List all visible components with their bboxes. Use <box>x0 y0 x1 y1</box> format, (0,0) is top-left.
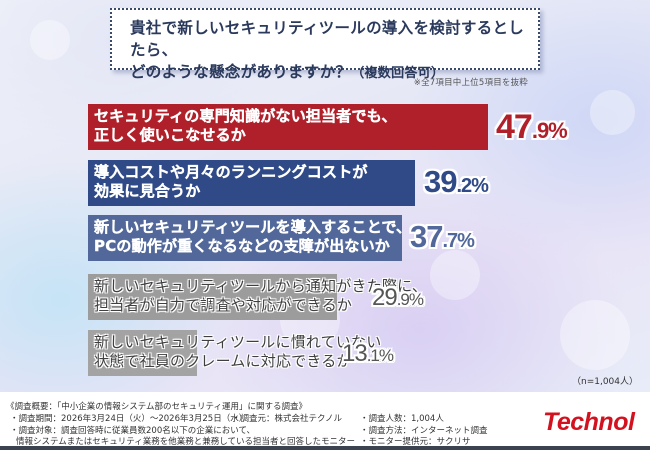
bokeh-decoration <box>30 20 70 60</box>
sample-size-note: （n=1,004人） <box>571 377 638 387</box>
bar-label: 導入コストや月々のランニングコストが 効果に見合うか <box>94 163 368 200</box>
bar <box>88 215 402 261</box>
percentage-value: 37.7% <box>410 219 475 254</box>
survey-organizer: ・調査元：株式会社テクノル <box>232 414 342 424</box>
question-title-box: 貴社で新しいセキュリティツールの導入を検討するとしたら、 どのような懸念がありま… <box>110 8 540 81</box>
survey-target: ・調査対象：調査回答時に従業員数200名以下の企業において、 <box>10 426 256 436</box>
percentage-value: 29.9% <box>372 284 424 311</box>
survey-method: ・調査方法：インターネット調査 <box>360 426 488 436</box>
percentage-value: 47.9% <box>496 108 568 146</box>
bar-label: 新しいセキュリティツールを導入することで、 PCの動作が重くなるなどの支障が出ない… <box>94 218 412 255</box>
technol-logo: Technol <box>543 408 635 436</box>
percentage-value: 13.1% <box>342 340 394 367</box>
bokeh-decoration <box>430 250 480 300</box>
bokeh-decoration <box>560 300 630 370</box>
survey-period: ・調査期間：2026年3月24日（火）〜2026年3月25日（水） <box>10 414 248 424</box>
bar-label: セキュリティの専門知識がない担当者でも、 正しく使いこなせるか <box>94 107 397 144</box>
question-title-line1: 貴社で新しいセキュリティツールの導入を検討するとしたら、 <box>130 19 525 59</box>
bottom-strip <box>0 446 650 450</box>
question-title-line2: どのような懸念がありますか？（複数回答可） <box>130 61 538 85</box>
bar-label: 新しいセキュリティツールに慣れていない 状態で社員のクレームに対応できるか <box>94 333 382 370</box>
question-text: どのような懸念がありますか？ <box>130 63 352 81</box>
survey-respondents: ・調査人数：1,004人 <box>360 414 444 424</box>
bar <box>88 160 415 206</box>
monitor-provider: ・モニター提供元：サクリサ <box>360 437 471 447</box>
percentage-value: 39.2% <box>424 164 489 199</box>
multiple-answer-note: （複数回答可） <box>351 66 445 81</box>
top5-note: ※全7項目中上位5項目を抜粋 <box>413 78 528 88</box>
bar <box>88 274 337 320</box>
bar <box>88 330 197 376</box>
bar <box>88 104 488 150</box>
survey-footer: 《調査概要：「中小企業の情報システム部のセキュリティ運用」に関する調査》 ・調査… <box>0 392 650 450</box>
survey-heading: 《調査概要：「中小企業の情報システム部のセキュリティ運用」に関する調査》 <box>6 402 307 412</box>
survey-target-cont: 情報システムまたはセキュリティ業務を他業務と兼務している担当者と回答したモニター <box>16 437 355 447</box>
bar-label: 新しいセキュリティツールから通知がきた際に、 担当者が自力で調査や対応ができるか <box>94 277 428 314</box>
bokeh-decoration <box>590 90 635 135</box>
